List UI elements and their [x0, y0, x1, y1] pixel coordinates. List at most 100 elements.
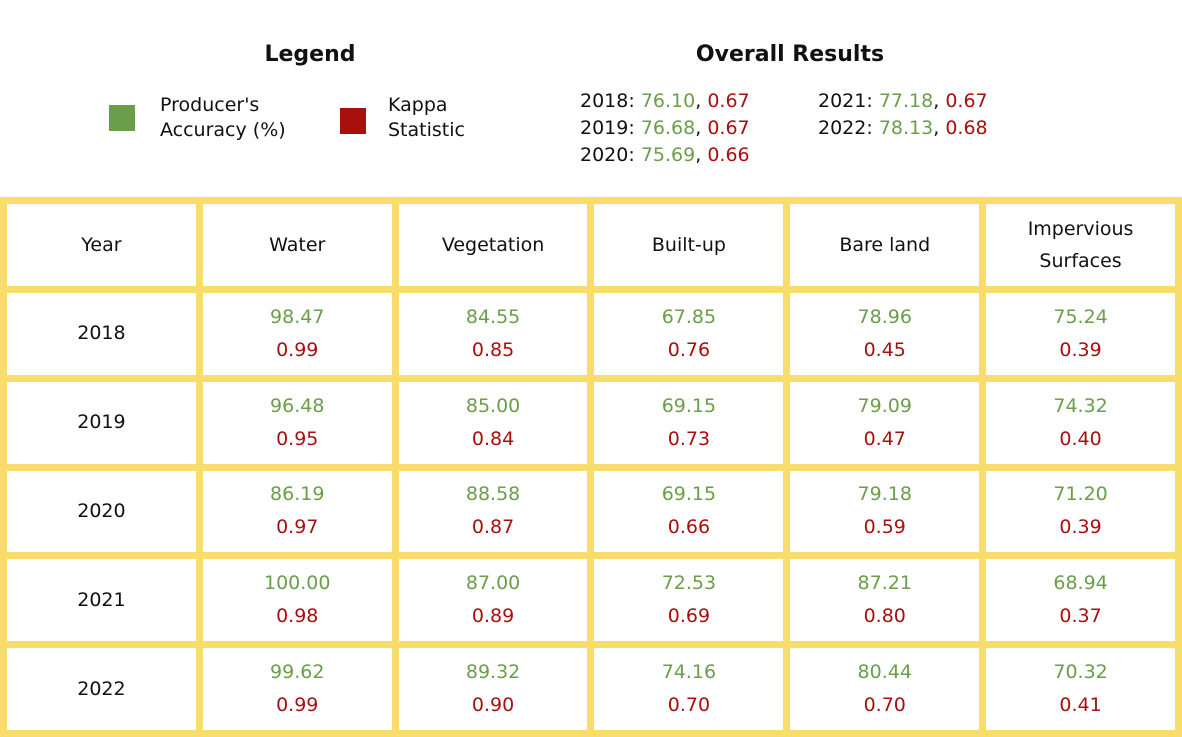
accuracy-value: 98.47 — [270, 305, 325, 328]
value-cell: 70.32 0.41 — [979, 641, 1182, 737]
kappa-value: 0.39 — [1059, 516, 1102, 539]
header-year: Year — [0, 197, 203, 293]
kappa-value: 0.76 — [667, 338, 711, 361]
value-cell: 88.58 0.87 — [391, 463, 595, 560]
kappa-value: 0.40 — [1059, 427, 1102, 450]
value-cell: 74.32 0.40 — [979, 374, 1182, 471]
overall-kappa: 0.67 — [707, 90, 750, 112]
value-cell: 79.09 0.47 — [783, 374, 987, 471]
accuracy-value: 78.96 — [857, 305, 912, 328]
accuracy-value: 85.00 — [465, 394, 521, 417]
table-row: 2022 99.62 0.99 89.32 0.90 74.16 0.70 80.44 0.70… — [0, 641, 1182, 737]
green-square-icon — [109, 105, 135, 131]
accuracy-value: 75.24 — [1053, 305, 1108, 328]
accuracy-value: 70.32 — [1053, 661, 1108, 684]
header-vegetation: Vegetation — [391, 197, 595, 293]
accuracy-value: 96.48 — [270, 394, 325, 417]
value-cell: 79.18 0.59 — [783, 463, 987, 560]
kappa-value: 0.70 — [667, 694, 711, 717]
header-water: Water — [195, 197, 399, 293]
value-cell: 69.15 0.66 — [587, 463, 791, 560]
table-row: 2020 86.19 0.97 88.58 0.87 69.15 0.66 79.18 0.59… — [0, 463, 1182, 560]
accuracy-value: 79.09 — [857, 394, 912, 417]
kappa-value: 0.39 — [1059, 338, 1102, 361]
overall-entry: 2021: 77.18, 0.67 — [818, 90, 988, 112]
overall-accuracy: 77.18 — [878, 90, 934, 112]
accuracy-value: 69.15 — [661, 394, 717, 417]
value-cell: 99.62 0.99 — [195, 641, 399, 737]
value-cell: 86.19 0.97 — [195, 463, 399, 560]
legend-title: Legend — [264, 42, 356, 67]
kappa-value: 0.90 — [471, 694, 515, 717]
value-cell: 100.00 0.98 — [195, 552, 399, 649]
legend-label-kappa: Kappa Statistic — [388, 94, 465, 141]
kappa-value: 0.69 — [667, 605, 711, 628]
accuracy-value: 67.85 — [661, 305, 717, 328]
overall-year: 2021 — [818, 90, 867, 112]
value-cell: 87.00 0.89 — [391, 552, 595, 649]
accuracy-value: 99.62 — [270, 661, 325, 684]
value-cell: 78.96 0.45 — [783, 286, 987, 382]
value-cell: 80.44 0.70 — [783, 641, 987, 737]
kappa-value: 0.80 — [863, 605, 906, 628]
value-cell: 67.85 0.76 — [587, 286, 791, 382]
accuracy-value: 87.21 — [857, 572, 912, 595]
results-table: Year Water Vegetation Built-up Bare land… — [0, 197, 1182, 737]
overall-year: 2019 — [580, 117, 629, 139]
value-cell: 96.48 0.95 — [195, 374, 399, 471]
overall-accuracy: 75.69 — [640, 144, 696, 166]
accuracy-value: 71.20 — [1053, 483, 1108, 506]
kappa-value: 0.97 — [276, 516, 319, 539]
overall-accuracy: 76.68 — [640, 117, 696, 139]
value-cell: 74.16 0.70 — [587, 641, 791, 737]
accuracy-value: 80.44 — [857, 661, 912, 684]
overall-entry: 2019: 76.68, 0.67 — [580, 117, 750, 139]
value-cell: 84.55 0.85 — [391, 286, 595, 382]
overall-entry: 2020: 75.69, 0.66 — [580, 144, 750, 166]
accuracy-value: 89.32 — [465, 661, 521, 684]
kappa-value: 0.84 — [471, 427, 515, 450]
legend-label-accuracy: Producer's Accuracy (%) — [160, 94, 286, 141]
overall-year: 2018 — [580, 90, 629, 112]
overall-year: 2020 — [580, 144, 629, 166]
overall-accuracy: 78.13 — [878, 117, 934, 139]
kappa-value: 0.47 — [863, 427, 906, 450]
header-built-up: Built-up — [587, 197, 791, 293]
value-cell: 69.15 0.73 — [587, 374, 791, 471]
header-impervious-surfaces: Impervious Surfaces — [979, 197, 1182, 293]
year-cell: 2022 — [0, 641, 203, 737]
overall-kappa: 0.66 — [707, 144, 750, 166]
value-cell: 87.21 0.80 — [783, 552, 987, 649]
accuracy-value: 69.15 — [661, 483, 717, 506]
kappa-value: 0.73 — [667, 427, 711, 450]
accuracy-value: 68.94 — [1053, 572, 1108, 595]
kappa-value: 0.70 — [863, 694, 906, 717]
kappa-value: 0.87 — [471, 516, 515, 539]
year-cell: 2018 — [0, 286, 203, 382]
kappa-value: 0.99 — [276, 338, 319, 361]
red-square-icon — [340, 108, 366, 134]
accuracy-value: 86.19 — [270, 483, 325, 506]
table-header-row: Year Water Vegetation Built-up Bare land… — [0, 197, 1182, 293]
overall-kappa: 0.68 — [945, 117, 988, 139]
table-row: 2019 96.48 0.95 85.00 0.84 69.15 0.73 79.09 0.47… — [0, 374, 1182, 471]
kappa-value: 0.85 — [471, 338, 515, 361]
kappa-value: 0.41 — [1059, 694, 1102, 717]
year-cell: 2019 — [0, 374, 203, 471]
overall-year: 2022 — [818, 117, 867, 139]
value-cell: 68.94 0.37 — [979, 552, 1182, 649]
table-row: 2021 100.00 0.98 87.00 0.89 72.53 0.69 87.21 0.8… — [0, 552, 1182, 649]
kappa-value: 0.89 — [471, 605, 515, 628]
accuracy-value: 87.00 — [465, 572, 521, 595]
kappa-value: 0.99 — [276, 694, 319, 717]
kappa-value: 0.45 — [863, 338, 906, 361]
accuracy-value: 84.55 — [465, 305, 521, 328]
overall-kappa: 0.67 — [707, 117, 750, 139]
table-row: 2018 98.47 0.99 84.55 0.85 67.85 0.76 78.96 0.45… — [0, 286, 1182, 382]
accuracy-value: 74.16 — [661, 661, 717, 684]
year-cell: 2020 — [0, 463, 203, 560]
kappa-value: 0.37 — [1059, 605, 1102, 628]
accuracy-value: 88.58 — [465, 483, 521, 506]
value-cell: 71.20 0.39 — [979, 463, 1182, 560]
kappa-value: 0.66 — [667, 516, 711, 539]
